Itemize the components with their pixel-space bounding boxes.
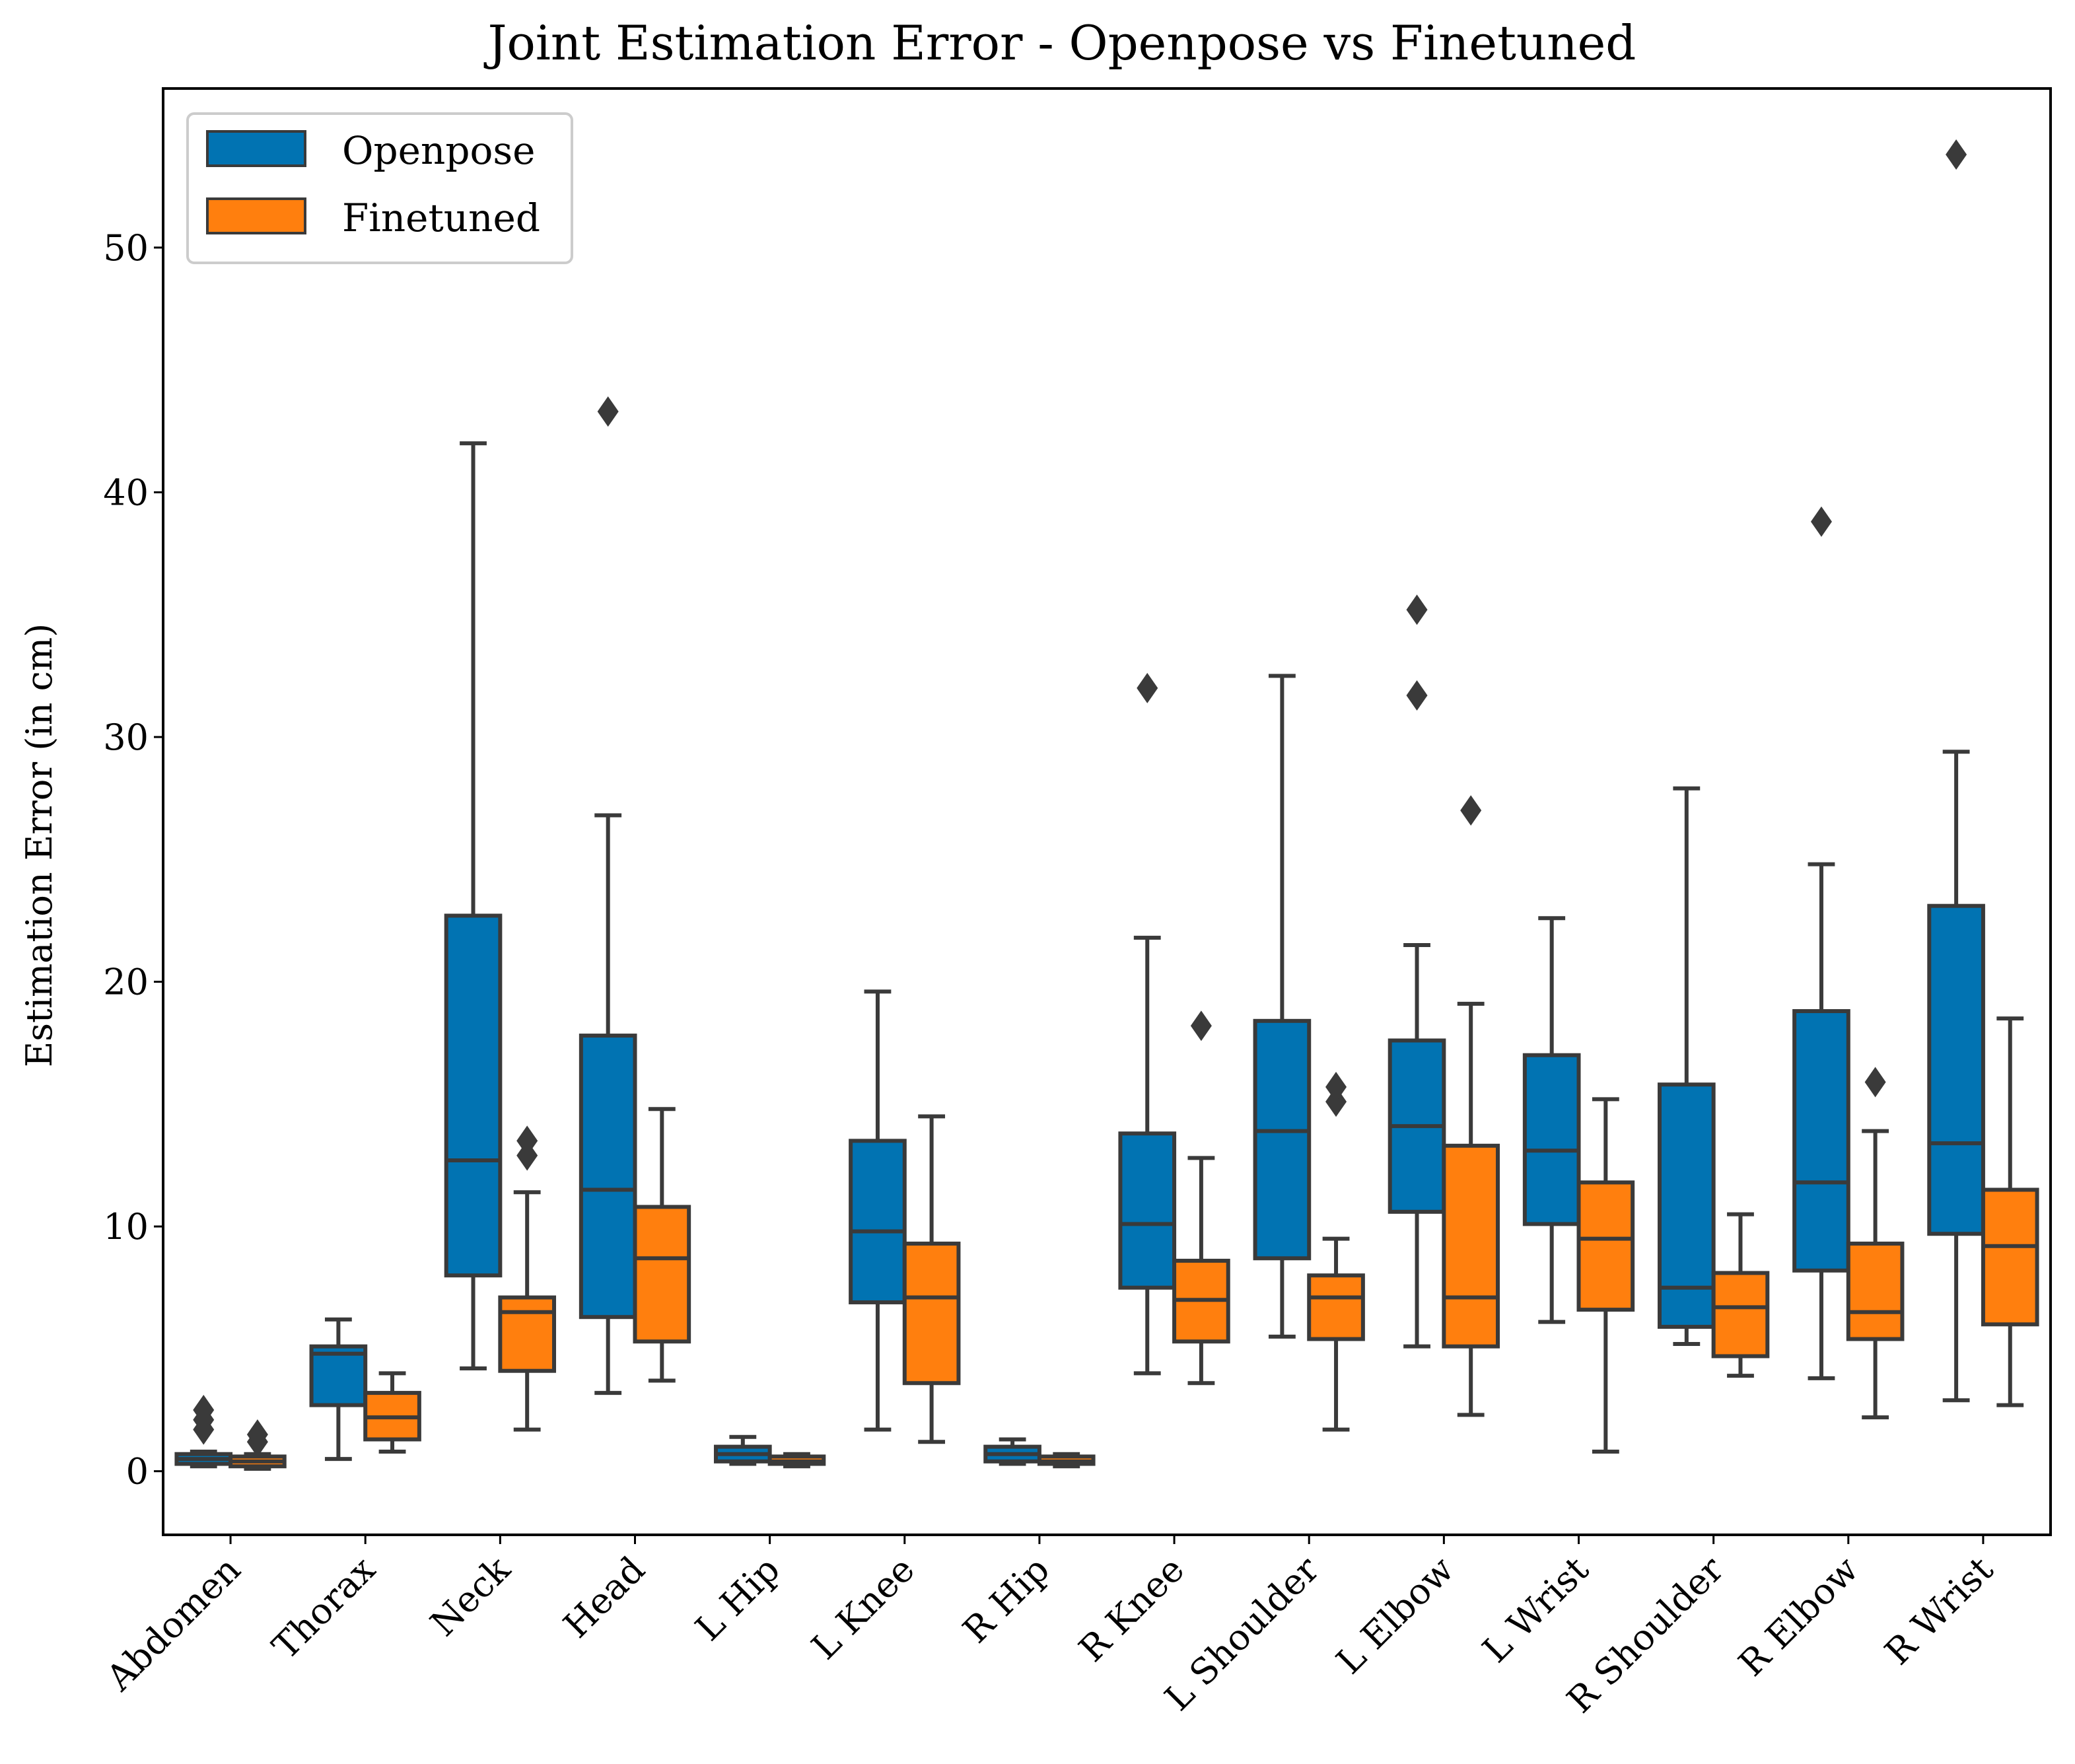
openpose-box [444,913,503,1278]
finetuned-outlier [1460,795,1482,826]
y-tick-label: 40 [103,472,149,513]
openpose-outlier [1406,594,1428,625]
legend-label-finetuned: Finetuned [342,195,540,240]
openpose-outlier [597,396,619,427]
legend: Openpose Finetuned [186,112,573,264]
finetuned-box [1981,1187,2039,1327]
x-tick-label: L Hip [687,1549,788,1649]
x-tick-label: L Knee [804,1549,923,1668]
finetuned-box [1307,1273,1365,1341]
y-tick-label: 20 [103,962,149,1003]
finetuned-box [1576,1180,1635,1312]
finetuned-box [498,1295,557,1373]
x-tick-label: R Hip [955,1549,1057,1651]
openpose-box [1792,1009,1850,1273]
openpose-box [309,1344,368,1407]
openpose-box [1522,1053,1581,1226]
axes-frame [162,87,2052,1536]
x-tick-label: R Wrist [1877,1548,2002,1673]
finetuned-box [1846,1242,1905,1341]
finetuned-outlier [246,1419,268,1450]
finetuned-box [633,1205,691,1344]
openpose-outlier [1406,680,1428,711]
legend-swatch-openpose [206,130,306,167]
finetuned-box [1711,1271,1770,1358]
x-tick-label: R Elbow [1730,1549,1866,1685]
finetuned-outlier [1325,1071,1347,1102]
x-tick-label: L Wrist [1475,1548,1597,1670]
finetuned-outlier [1864,1067,1886,1098]
x-tick-label: Abdomen [98,1549,248,1699]
x-tick-label: Head [555,1549,653,1646]
finetuned-box [902,1242,961,1386]
x-tick-label: Neck [422,1548,518,1644]
finetuned-box [1442,1143,1500,1349]
openpose-box [1118,1131,1177,1290]
openpose-outlier [193,1395,215,1426]
y-tick-label: 50 [103,227,149,269]
openpose-box [1927,903,1985,1236]
finetuned-outlier [516,1125,538,1156]
plot-area: 0 10 20 30 40 50 Abdomen Thorax Neck Head L Hip L K… [98,139,2039,1721]
openpose-box [849,1139,907,1304]
legend-label-openpose: Openpose [342,128,536,173]
x-tick-label: R Knee [1071,1549,1193,1670]
chart-title: Joint Estimation Error - Openpose vs Fin… [483,15,1636,71]
y-axis-label: Estimation Error (in cm) [18,623,60,1067]
openpose-outlier [1946,139,1967,170]
x-tick-label: Thorax [264,1549,383,1668]
openpose-outlier [1137,672,1158,703]
y-tick-label: 10 [103,1206,149,1248]
x-tick-label: L Elbow [1328,1549,1461,1682]
openpose-outlier [1810,506,1832,537]
openpose-box [1657,1082,1716,1329]
y-tick-label: 30 [103,717,149,758]
openpose-box [1253,1018,1312,1261]
finetuned-outlier [1190,1010,1212,1041]
y-tick-label: 0 [126,1451,149,1493]
legend-swatch-finetuned [206,197,306,234]
openpose-box [579,1034,637,1320]
